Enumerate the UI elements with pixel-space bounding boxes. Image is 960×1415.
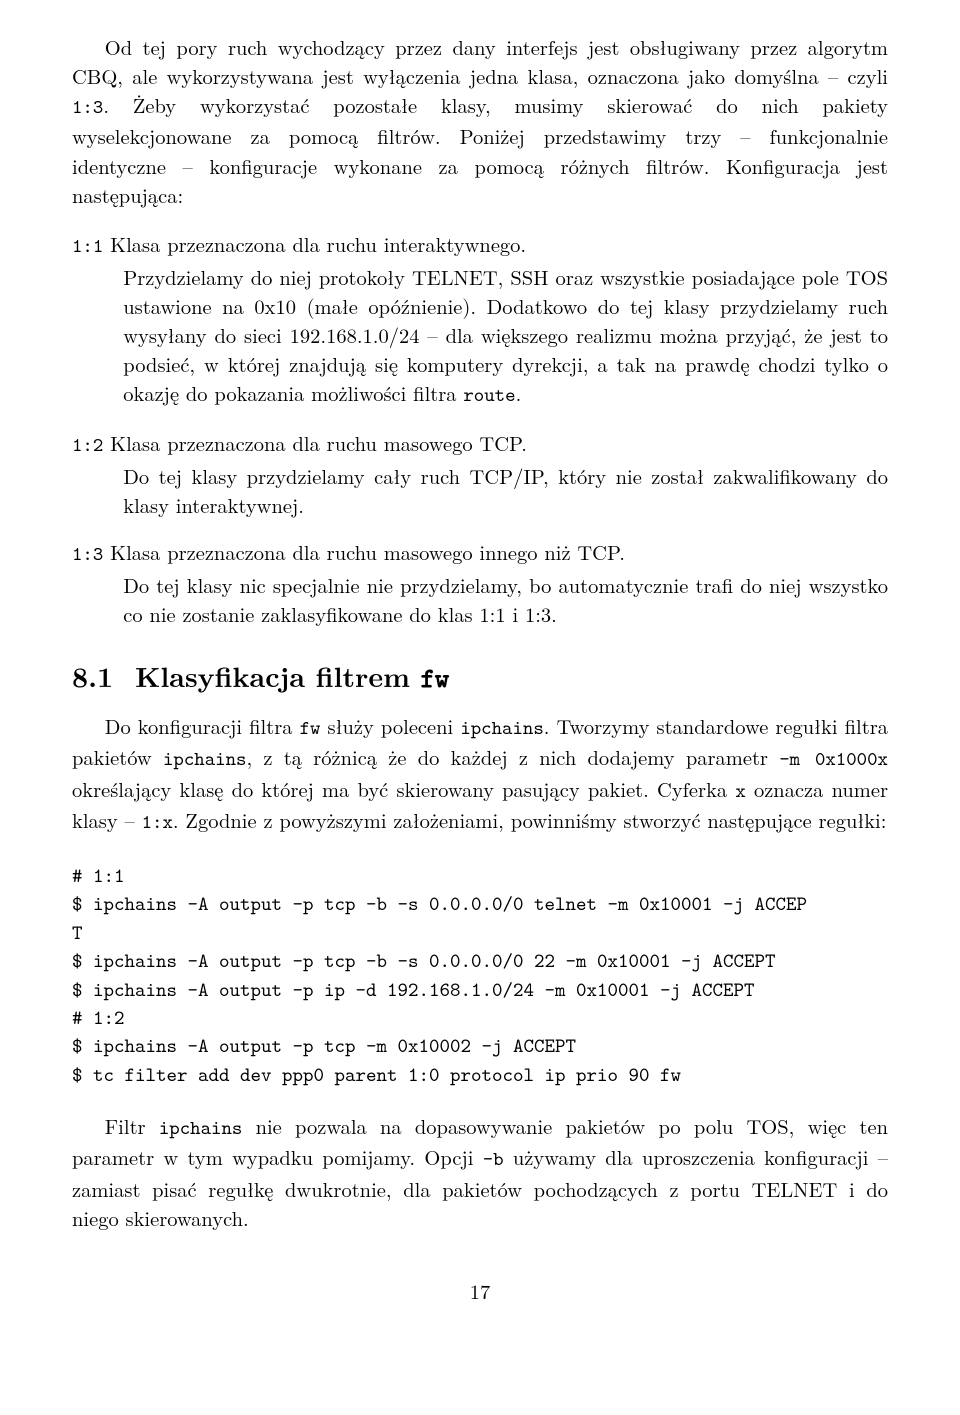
section-number: 8.1 <box>72 656 113 696</box>
page-number: 17 <box>72 1276 888 1305</box>
list-item-1-2: 1:2 Klasa przeznaczona dla ruchu masoweg… <box>72 428 888 519</box>
term-1-2: 1:2 <box>72 432 103 458</box>
section-title-a: Klasyfikacja filtrem <box>135 656 421 696</box>
cl-c2: -b <box>483 1146 504 1172</box>
body-1-1-code: route <box>463 382 515 408</box>
intro-code-1-3: 1:3 <box>72 94 103 120</box>
term-1-3: 1:3 <box>72 541 103 567</box>
code-block-ipchains: # 1:1 $ ipchains -A output -p tcp -b -s … <box>72 862 888 1089</box>
head-1-3: Klasa przeznaczona dla ruchu masowego in… <box>103 537 625 566</box>
closing-paragraph: Filtr ipchains nie pozwala na dopasowywa… <box>72 1111 888 1232</box>
sp-b: służy poleceni <box>320 711 460 740</box>
sp-c4: -m 0x1000x <box>779 746 888 772</box>
body-1-3: Do tej klasy nic specjalnie nie przydzie… <box>123 570 888 628</box>
body-1-1-b: . <box>516 378 522 407</box>
sp-c6: 1:x <box>142 809 173 835</box>
body-1-2: Do tej klasy przydzielamy cały ruch TCP/… <box>123 461 888 519</box>
cl-c1: ipchains <box>159 1115 242 1141</box>
section-heading-8-1: 8.1 Klasyfikacja filtrem fw <box>72 657 888 698</box>
intro-text-a: Od tej pory ruch wychodzący przez dany i… <box>72 32 888 90</box>
sp-c5: x <box>735 778 745 804</box>
section-title-code: fw <box>421 659 450 696</box>
intro-paragraph: Od tej pory ruch wychodzący przez dany i… <box>72 32 888 209</box>
section-paragraph: Do konfiguracji filtra fw służy poleceni… <box>72 711 888 836</box>
sp-c2: ipchains <box>460 715 543 741</box>
cl-a: Filtr <box>105 1111 159 1140</box>
sp-d: , z tą różnicą że do każdej z nich dodaj… <box>246 742 779 771</box>
sp-g: . Zgodnie z powyższymi założeniami, powi… <box>173 805 887 834</box>
head-1-1: Klasa przeznaczona dla ruchu interaktywn… <box>103 229 526 258</box>
sp-a: Do konfiguracji filtra <box>105 711 300 740</box>
definition-list: 1:1 Klasa przeznaczona dla ruchu interak… <box>72 229 888 629</box>
term-1-1: 1:1 <box>72 233 103 259</box>
sp-e: określający klasę do której ma być skier… <box>72 774 735 803</box>
body-1-1: Przydzielamy do niej protokoły TELNET, S… <box>123 262 888 410</box>
intro-text-b: . Żeby wykorzystać pozostałe klasy, musi… <box>72 90 888 208</box>
list-item-1-3: 1:3 Klasa przeznaczona dla ruchu masoweg… <box>72 537 888 628</box>
head-1-2: Klasa przeznaczona dla ruchu masowego TC… <box>103 428 527 457</box>
sp-c1: fw <box>300 715 321 741</box>
sp-c3: ipchains <box>163 746 246 772</box>
list-item-1-1: 1:1 Klasa przeznaczona dla ruchu interak… <box>72 229 888 410</box>
